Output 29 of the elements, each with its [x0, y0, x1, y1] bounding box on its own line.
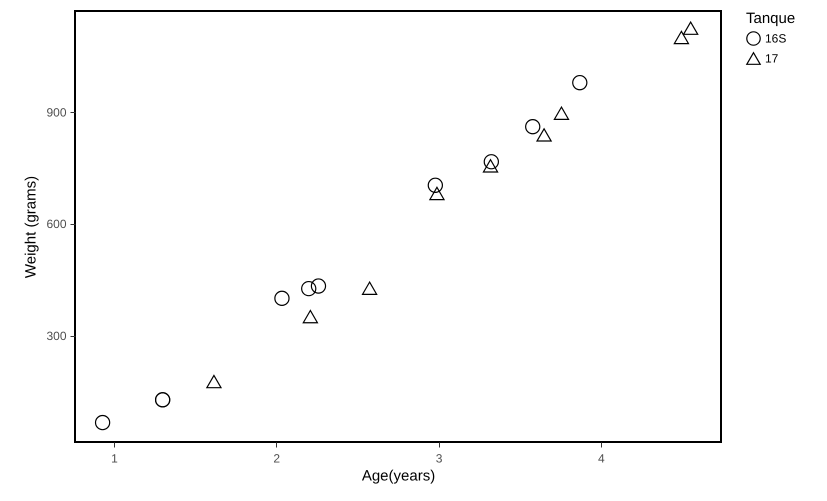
point [206, 374, 222, 388]
x-tick-label: 2 [273, 452, 280, 466]
point [302, 310, 318, 324]
x-tick-label: 4 [598, 452, 606, 466]
y-tick-label: 600 [46, 217, 67, 232]
point [310, 278, 326, 294]
x-tick-label: 1 [111, 452, 118, 466]
point [484, 154, 499, 170]
point [554, 106, 570, 120]
legend-title: Tanque [746, 10, 796, 27]
x-tick-label: 3 [436, 452, 443, 466]
point [482, 159, 498, 173]
point [525, 119, 540, 134]
point [674, 30, 690, 44]
point [572, 74, 588, 90]
point [301, 280, 316, 296]
point [682, 21, 698, 35]
point [536, 128, 552, 142]
point [94, 414, 110, 430]
x-axis-title: Age(years) [362, 468, 436, 484]
point [428, 178, 444, 193]
y-axis-title: Weight (grams) [22, 176, 40, 278]
point [274, 290, 290, 306]
y-tick-label: 900 [46, 105, 67, 120]
point [362, 282, 378, 295]
legend-label: 16S [765, 32, 786, 46]
point [429, 186, 445, 200]
legend-label: 17 [765, 52, 779, 66]
y-tick-label: 300 [46, 329, 67, 344]
